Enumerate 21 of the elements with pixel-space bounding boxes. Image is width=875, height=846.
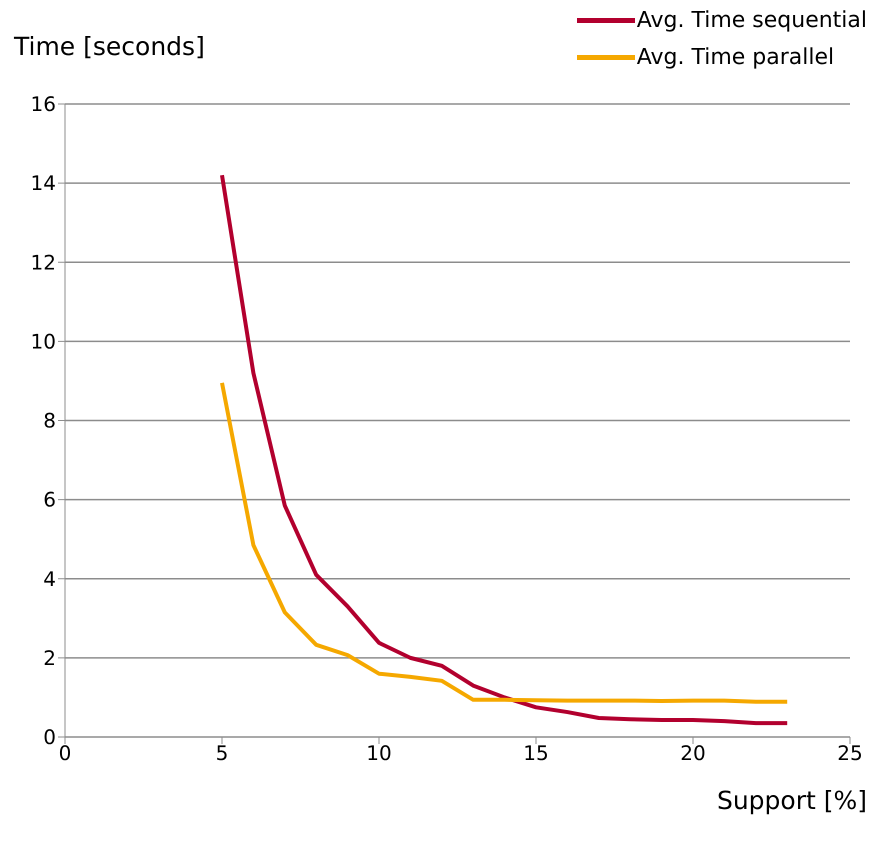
x-tick-label: 20: [680, 741, 706, 766]
y-tick-label: 14: [30, 171, 56, 196]
legend-label: Avg. Time sequential: [636, 8, 867, 33]
line-series: [220, 380, 790, 704]
x-tick-label: 10: [366, 741, 392, 766]
y-tick-label: 6: [43, 488, 56, 512]
x-tick-label: 0: [58, 741, 72, 766]
line-series: [220, 173, 790, 726]
y-tick-label: 10: [30, 329, 56, 354]
y-tick-label: 2: [43, 646, 56, 670]
y-axis-title: Time [seconds]: [14, 32, 205, 61]
x-axis-title: Support [%]: [716, 786, 867, 815]
x-tick-label: 25: [837, 741, 863, 766]
y-tick-label: 12: [30, 250, 56, 274]
legend-label: Avg. Time parallel: [636, 45, 834, 70]
x-tick-label: 5: [216, 741, 228, 766]
x-tick-label: 15: [523, 741, 549, 766]
y-tick-label: 4: [43, 566, 56, 591]
y-tick-label: 0: [43, 725, 56, 750]
y-tick-label: 16: [30, 92, 56, 116]
y-tick-label: 8: [43, 408, 56, 433]
